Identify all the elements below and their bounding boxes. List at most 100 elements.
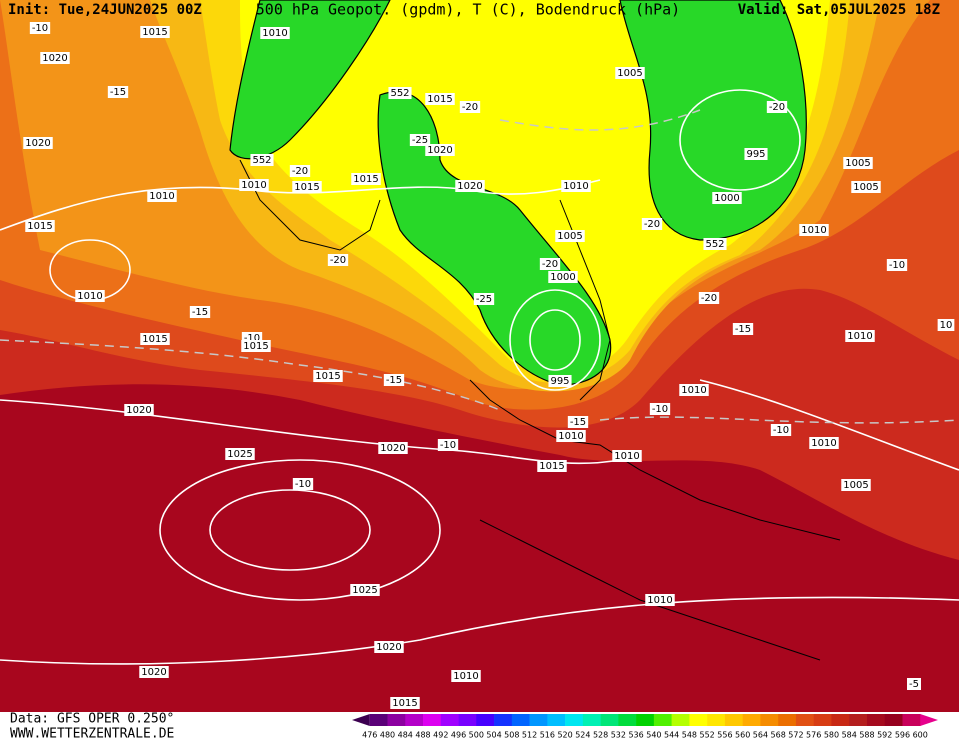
- contour-label-bg: [289, 165, 311, 177]
- colorbar-swatch: [529, 714, 548, 726]
- colorbar-label: 500: [469, 731, 484, 740]
- colorbar-swatch: [849, 714, 868, 726]
- isobar: [529, 309, 581, 371]
- contour-label: 1015: [294, 182, 319, 193]
- contour-label-bg: [189, 306, 211, 318]
- contour-label: 1015: [142, 27, 167, 38]
- colorbar-swatch: [831, 714, 850, 726]
- contour-label: 1015: [142, 334, 167, 345]
- contour-label-bg: [649, 403, 671, 415]
- colorbar: 476 480 484 488 492 496 500 504 508 512 516 520 524 5…: [352, 714, 938, 740]
- contour-label: -20: [292, 166, 308, 177]
- contour-label: -20: [330, 255, 346, 266]
- contour-label-bg: [841, 479, 871, 491]
- colorbar-swatch: [476, 714, 495, 726]
- colorbar-swatch: [902, 714, 921, 726]
- site-url: WWW.WETTERZENTRALE.DE: [10, 727, 174, 741]
- colorbar-swatch: [511, 714, 530, 726]
- colorbar-swatch: [653, 714, 672, 726]
- contour-label: 1010: [241, 180, 266, 191]
- colorbar-swatch: [884, 714, 903, 726]
- contour-label: 1010: [262, 28, 287, 39]
- contour-label: 1010: [453, 671, 478, 682]
- colorbar-swatch: [369, 714, 388, 726]
- colorbar-swatch: [494, 714, 513, 726]
- isobar: [679, 89, 801, 191]
- contour-label: 1015: [243, 341, 268, 352]
- colorbar-label: 512: [522, 731, 537, 740]
- map-field: [0, 0, 959, 712]
- contour-label: 1020: [126, 405, 151, 416]
- colorbar-swatch: [689, 714, 708, 726]
- contour-label-bg: [548, 375, 572, 387]
- isotherm: [499, 109, 701, 131]
- contour-label: 1010: [811, 438, 836, 449]
- contour-label: -10: [440, 440, 456, 451]
- colorbar-label: 584: [842, 731, 857, 740]
- colorbar-label: 536: [628, 731, 643, 740]
- colorbar-swatch: [565, 714, 584, 726]
- isobar: [0, 596, 959, 665]
- contour-label: 1020: [141, 667, 166, 678]
- contour-label-bg: [732, 323, 754, 335]
- map-title: 500 hPa Geopot. (gpdm), T (C), Bodendruc…: [256, 1, 680, 19]
- colorbar-swatch: [458, 714, 477, 726]
- contour-label: -20: [769, 102, 785, 113]
- colorbar-swatch: [724, 714, 743, 726]
- colorbar-label: 544: [664, 731, 679, 740]
- colorbar-label: 508: [504, 731, 519, 740]
- colorbar-arrow: [352, 714, 370, 726]
- colorbar-label: 516: [540, 731, 555, 740]
- contour-label: 1015: [315, 371, 340, 382]
- contour-label: -20: [701, 293, 717, 304]
- colorbar-label: 592: [877, 731, 892, 740]
- contour-label-bg: [886, 259, 908, 271]
- contour-label: -15: [735, 324, 751, 335]
- colorbar-swatch: [795, 714, 814, 726]
- contour-label: 1010: [647, 595, 672, 606]
- contour-label-bg: [809, 437, 839, 449]
- contour-label: 1010: [77, 291, 102, 302]
- contour-label: 1005: [843, 480, 868, 491]
- contour-label: -20: [542, 259, 558, 270]
- colorbar-swatch: [707, 714, 726, 726]
- colorbar-label: 580: [824, 731, 839, 740]
- contour-label-bg: [539, 258, 561, 270]
- contour-label: -20: [644, 219, 660, 230]
- isobar: [159, 459, 441, 601]
- colorbar-label: 556: [717, 731, 732, 740]
- contour-label: 1020: [42, 53, 67, 64]
- contour-label: 1015: [353, 174, 378, 185]
- contour-label-bg: [260, 27, 290, 39]
- colorbar-swatch: [600, 714, 619, 726]
- contour-label: -25: [476, 294, 492, 305]
- field-green: [377, 91, 612, 386]
- colorbar-swatch: [813, 714, 832, 726]
- contour-label-bg: [383, 374, 405, 386]
- contour-label-bg: [75, 290, 105, 302]
- contour-label: 1020: [457, 181, 482, 192]
- contour-label-bg: [388, 87, 412, 99]
- contour-label-bg: [845, 330, 875, 342]
- colorbar-label: 492: [433, 731, 448, 740]
- field-green: [619, 0, 807, 241]
- contour-label-bg: [567, 416, 589, 428]
- contour-label-bg: [537, 460, 567, 472]
- colorbar-label: 480: [380, 731, 395, 740]
- contour-label-bg: [615, 67, 645, 79]
- init-time: Init: Tue,24JUN2025 00Z: [8, 2, 202, 18]
- contour-label-bg: [548, 271, 578, 283]
- contour-label: -15: [386, 375, 402, 386]
- contour-label-bg: [350, 584, 380, 596]
- contour-label: 1015: [539, 461, 564, 472]
- colorbar-label: 560: [735, 731, 750, 740]
- contour-label-bg: [374, 641, 404, 653]
- colorbar-swatch: [582, 714, 601, 726]
- contour-label: -15: [192, 307, 208, 318]
- colorbar-label: 588: [859, 731, 874, 740]
- contour-label-bg: [698, 292, 720, 304]
- contour-label-bg: [937, 319, 955, 331]
- colorbar-swatch: [760, 714, 779, 726]
- contour-label-bg: [451, 670, 481, 682]
